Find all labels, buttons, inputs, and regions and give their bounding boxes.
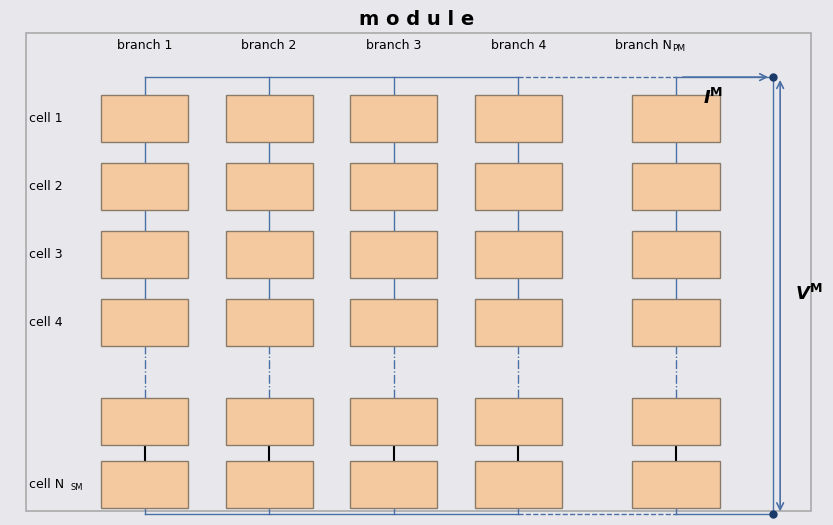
Text: cell N: cell N [29, 478, 64, 491]
Bar [475, 461, 561, 508]
Text: SM: SM [70, 483, 82, 492]
Bar [475, 299, 561, 346]
Bar [350, 299, 437, 346]
Bar [632, 163, 720, 211]
Bar [101, 461, 188, 508]
Text: branch 3: branch 3 [366, 39, 421, 52]
Text: cell 4: cell 4 [29, 316, 62, 329]
Bar [226, 398, 312, 445]
Bar [632, 231, 720, 278]
Bar [226, 461, 312, 508]
Text: cell 3: cell 3 [29, 248, 62, 261]
Text: branch 4: branch 4 [491, 39, 546, 52]
Bar [101, 231, 188, 278]
Text: cell 2: cell 2 [29, 180, 62, 193]
Bar [475, 163, 561, 211]
Bar [350, 96, 437, 142]
Bar [475, 96, 561, 142]
Bar [632, 461, 720, 508]
Bar [101, 163, 188, 211]
Bar [226, 163, 312, 211]
Bar [632, 398, 720, 445]
Bar [226, 231, 312, 278]
Text: m o d u l e: m o d u l e [359, 10, 474, 29]
Bar [350, 461, 437, 508]
Bar [226, 299, 312, 346]
Bar [475, 398, 561, 445]
Text: branch 2: branch 2 [242, 39, 297, 52]
Bar [632, 96, 720, 142]
Text: PM: PM [672, 44, 686, 53]
Bar [101, 398, 188, 445]
Bar [350, 231, 437, 278]
Bar [101, 96, 188, 142]
Text: $\bfit{V}^\mathbf{M}$: $\bfit{V}^\mathbf{M}$ [795, 284, 822, 304]
Bar [101, 299, 188, 346]
Text: cell 1: cell 1 [29, 112, 62, 125]
Text: $\bfit{I}^\mathbf{M}$: $\bfit{I}^\mathbf{M}$ [703, 88, 723, 108]
Bar [226, 96, 312, 142]
Bar [350, 398, 437, 445]
Text: branch 1: branch 1 [117, 39, 172, 52]
Text: branch N: branch N [615, 39, 671, 52]
Bar [632, 299, 720, 346]
Bar [350, 163, 437, 211]
Bar [475, 231, 561, 278]
